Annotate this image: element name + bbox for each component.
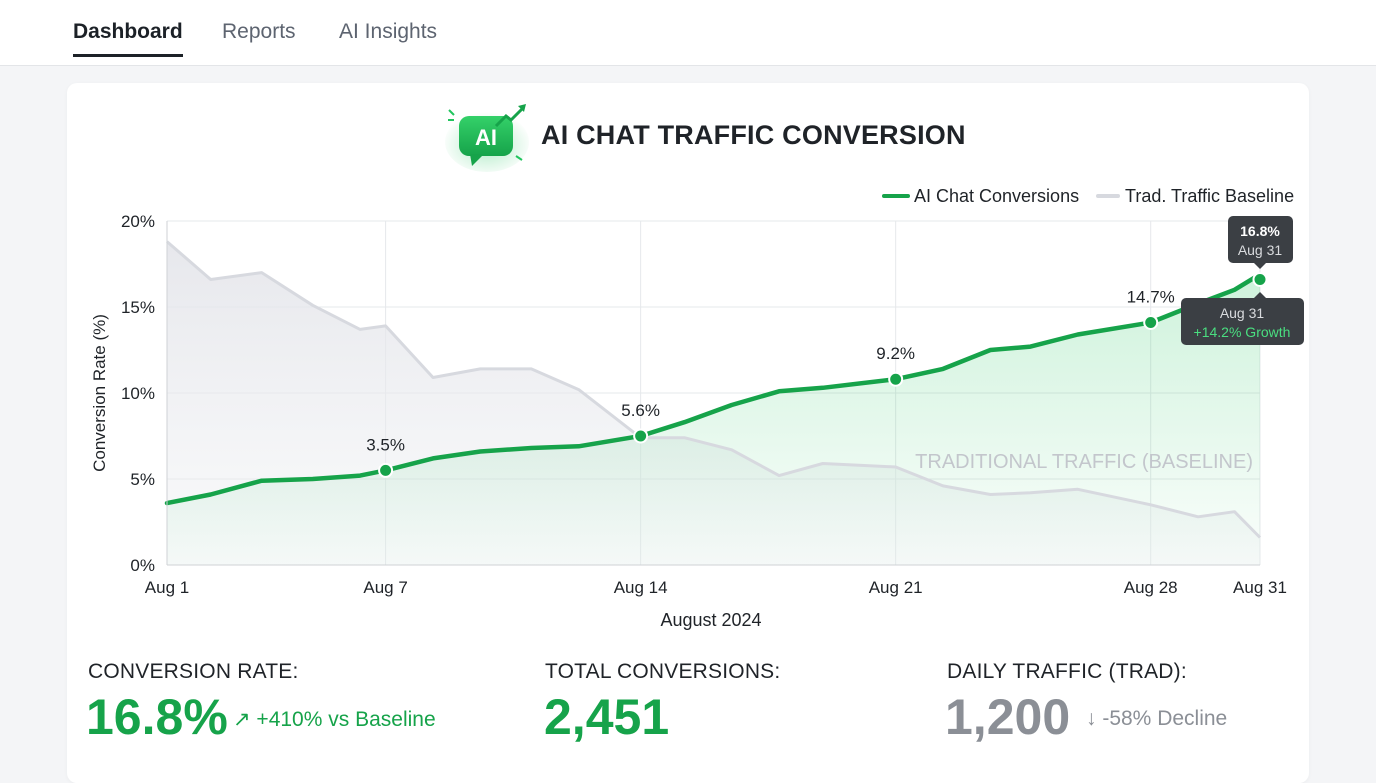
legend: AI Chat Conversions Trad. Traffic Baseli… bbox=[882, 186, 1294, 206]
kpi-conversion-rate-change: ↗ +410% vs Baseline bbox=[233, 708, 436, 731]
tooltip-bottom: Aug 31 +14.2% Growth bbox=[1181, 292, 1304, 345]
tooltip-bottom-date: Aug 31 bbox=[1220, 305, 1265, 321]
tooltip-bottom-growth: +14.2% Growth bbox=[1194, 324, 1291, 340]
ai-data-label: 9.2% bbox=[876, 344, 915, 363]
ai-data-point bbox=[378, 462, 394, 478]
tooltip-top-value: 16.8% bbox=[1240, 223, 1280, 239]
tab-ai-insights[interactable]: AI Insights bbox=[339, 20, 438, 43]
legend-baseline-label: Trad. Traffic Baseline bbox=[1125, 186, 1294, 206]
baseline-series-line bbox=[166, 240, 1262, 539]
x-tick-label: Aug 1 bbox=[145, 578, 189, 597]
kpi-conversion-rate-value: 16.8% bbox=[86, 689, 228, 745]
tooltip-top: 16.8% Aug 31 bbox=[1228, 216, 1293, 269]
y-tick-label: 0% bbox=[130, 556, 155, 575]
x-tick-label: Aug 28 bbox=[1124, 578, 1178, 597]
y-axis-title: Conversion Rate (%) bbox=[90, 314, 109, 472]
ai-data-point bbox=[1252, 271, 1268, 287]
ai-data-point bbox=[633, 428, 649, 444]
tooltip-top-date: Aug 31 bbox=[1238, 242, 1283, 258]
y-tick-label: 20% bbox=[121, 212, 155, 231]
legend-ai-label: AI Chat Conversions bbox=[914, 186, 1079, 206]
kpi-total-conversions-value: 2,451 bbox=[544, 689, 670, 745]
ai-data-label: 3.5% bbox=[366, 435, 405, 454]
kpi-daily-traffic-change: ↓ -58% Decline bbox=[1086, 707, 1228, 730]
chart-title: AI CHAT TRAFFIC CONVERSION bbox=[541, 120, 966, 150]
ai-icon-text: AI bbox=[475, 125, 497, 150]
x-tick-label: Aug 7 bbox=[363, 578, 407, 597]
x-tick-label: Aug 31 bbox=[1233, 578, 1287, 597]
ai-data-label: 14.7% bbox=[1127, 287, 1175, 306]
ai-chat-icon: AI bbox=[445, 104, 529, 172]
ai-data-label: 5.6% bbox=[621, 401, 660, 420]
kpi-daily-traffic-label: DAILY TRAFFIC (TRAD): bbox=[947, 660, 1187, 683]
kpi-daily-traffic-value: 1,200 bbox=[945, 689, 1071, 745]
x-tick-label: Aug 21 bbox=[869, 578, 923, 597]
ai-data-point bbox=[1143, 314, 1159, 330]
x-tick-label: Aug 14 bbox=[614, 578, 668, 597]
top-nav: Dashboard Reports AI Insights bbox=[0, 0, 1376, 66]
kpi-total-conversions-label: TOTAL CONVERSIONS: bbox=[545, 660, 781, 683]
kpi-conversion-rate-label: CONVERSION RATE: bbox=[88, 660, 299, 683]
y-tick-label: 5% bbox=[130, 470, 155, 489]
ai-data-point bbox=[888, 371, 904, 387]
baseline-area-label: TRADITIONAL TRAFFIC (BASELINE) bbox=[915, 451, 1253, 473]
y-tick-label: 10% bbox=[121, 384, 155, 403]
y-tick-label: 15% bbox=[121, 298, 155, 317]
x-axis-title: August 2024 bbox=[660, 610, 761, 630]
tab-reports[interactable]: Reports bbox=[222, 20, 296, 43]
tab-dashboard[interactable]: Dashboard bbox=[73, 20, 183, 57]
ai-series-line bbox=[164, 272, 1263, 506]
